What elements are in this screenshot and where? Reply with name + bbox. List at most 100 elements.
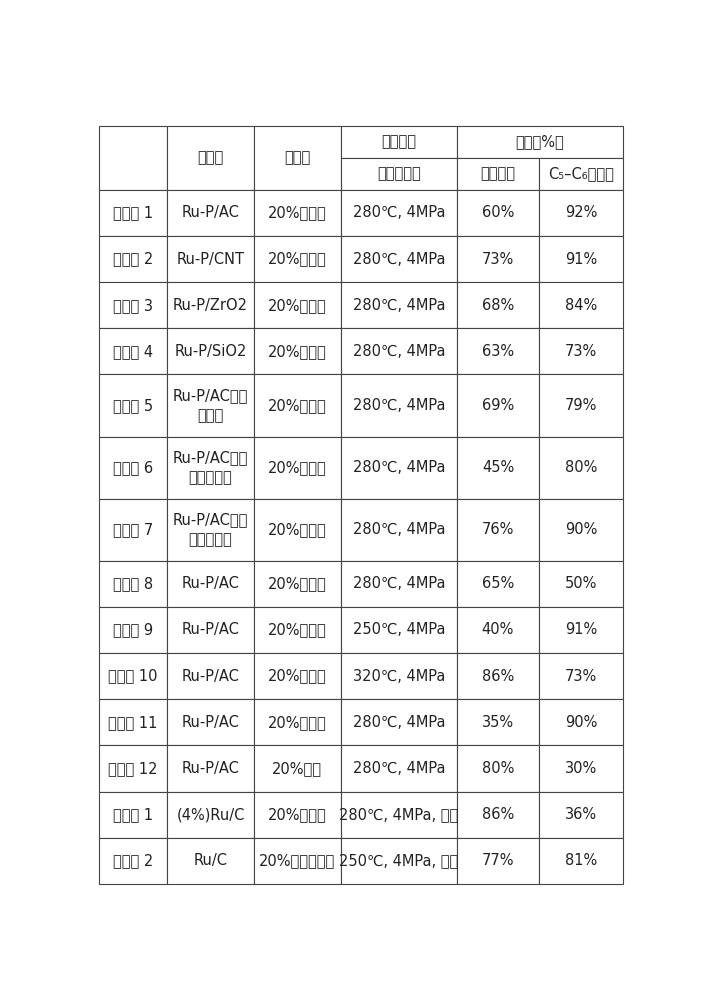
Bar [99,499,167,561]
Text: 80%: 80% [482,761,514,776]
Bar [457,126,623,158]
Bar [167,561,254,607]
Bar [254,282,341,328]
Bar [539,437,623,499]
Text: 68%: 68% [482,298,514,313]
Bar [167,374,254,437]
Text: Ru-P/ZrO2: Ru-P/ZrO2 [173,298,248,313]
Bar [167,328,254,374]
Text: 实施例 8: 实施例 8 [113,576,153,591]
Text: 60%: 60% [482,205,514,220]
Bar [539,282,623,328]
Bar [457,499,539,561]
Text: 280℃, 4MPa: 280℃, 4MPa [353,761,445,776]
Text: 90%: 90% [565,715,597,730]
Bar [167,437,254,499]
Bar [254,745,341,792]
Bar [254,190,341,236]
Bar [539,561,623,607]
Bar [539,699,623,745]
Bar [167,499,254,561]
Text: Ru-P/SiO2: Ru-P/SiO2 [175,344,246,359]
Text: 280℃, 4MPa: 280℃, 4MPa [353,252,445,267]
Text: 烷烃收率: 烷烃收率 [480,166,515,181]
Text: Ru-P/CNT: Ru-P/CNT [177,252,244,267]
Bar [457,374,539,437]
Bar [539,607,623,653]
Text: Ru-P/AC（磷
酸预处理）: Ru-P/AC（磷 酸预处理） [172,450,248,485]
Bar [539,190,623,236]
Bar [99,607,167,653]
Bar [254,838,341,884]
Bar [539,653,623,699]
Bar [457,745,539,792]
Text: 86%: 86% [482,807,514,822]
Text: 77%: 77% [482,853,514,868]
Text: 36%: 36% [565,807,597,822]
Text: 实施例 10: 实施例 10 [108,669,158,684]
Bar [167,792,254,838]
Text: 20%酸性山梨醇: 20%酸性山梨醇 [259,853,335,868]
Bar [539,838,623,884]
Text: 20%山梨醇: 20%山梨醇 [268,252,327,267]
Bar [254,236,341,282]
Bar [539,236,623,282]
Bar [167,607,254,653]
Bar [99,745,167,792]
Text: 73%: 73% [565,669,597,684]
Text: 280℃, 4MPa, 中性: 280℃, 4MPa, 中性 [339,807,458,822]
Bar [167,838,254,884]
Text: 温度，压力: 温度，压力 [377,166,421,181]
Text: 90%: 90% [565,522,597,537]
Text: 实施例 2: 实施例 2 [113,252,153,267]
Bar [167,282,254,328]
Bar [254,561,341,607]
Bar [341,236,457,282]
Text: Ru-P/AC（高
还原温度）: Ru-P/AC（高 还原温度） [172,512,248,547]
Text: 91%: 91% [565,622,597,637]
Text: C₅–C₆选择性: C₅–C₆选择性 [548,166,614,181]
Text: 250℃, 4MPa, 酸性: 250℃, 4MPa, 酸性 [339,853,458,868]
Text: 280℃, 4MPa: 280℃, 4MPa [353,576,445,591]
Bar [99,236,167,282]
Text: 实施例 5: 实施例 5 [113,398,153,413]
Bar [341,499,457,561]
Bar [341,190,457,236]
Bar [167,236,254,282]
Bar [99,699,167,745]
Text: 65%: 65% [482,576,514,591]
Text: 280℃, 4MPa: 280℃, 4MPa [353,344,445,359]
Text: 76%: 76% [482,522,514,537]
Text: 实施例 11: 实施例 11 [108,715,158,730]
Bar [99,838,167,884]
Bar [341,745,457,792]
Text: 实施例 7: 实施例 7 [113,522,153,537]
Bar [167,653,254,699]
Bar [341,653,457,699]
Text: 280℃, 4MPa: 280℃, 4MPa [353,522,445,537]
Bar [457,607,539,653]
Bar [99,653,167,699]
Bar [457,190,539,236]
Text: 20%山梨醇: 20%山梨醇 [268,807,327,822]
Text: 280℃, 4MPa: 280℃, 4MPa [353,398,445,413]
Text: 对比例 1: 对比例 1 [113,807,153,822]
Text: 糖醇液: 糖醇液 [284,150,310,165]
Text: 92%: 92% [565,205,597,220]
Text: 84%: 84% [565,298,597,313]
Text: 40%: 40% [482,622,514,637]
Text: Ru-P/AC: Ru-P/AC [182,715,239,730]
Bar [254,499,341,561]
Text: Ru-P/AC: Ru-P/AC [182,622,239,637]
Text: 45%: 45% [482,460,514,475]
Text: Ru/C: Ru/C [194,853,227,868]
Bar [254,699,341,745]
Bar [341,126,457,158]
Bar [99,437,167,499]
Text: 91%: 91% [565,252,597,267]
Bar [341,282,457,328]
Text: 实施例 9: 实施例 9 [113,622,153,637]
Bar [99,282,167,328]
Bar [167,699,254,745]
Text: Ru-P/AC（共
浸渍）: Ru-P/AC（共 浸渍） [172,388,248,423]
